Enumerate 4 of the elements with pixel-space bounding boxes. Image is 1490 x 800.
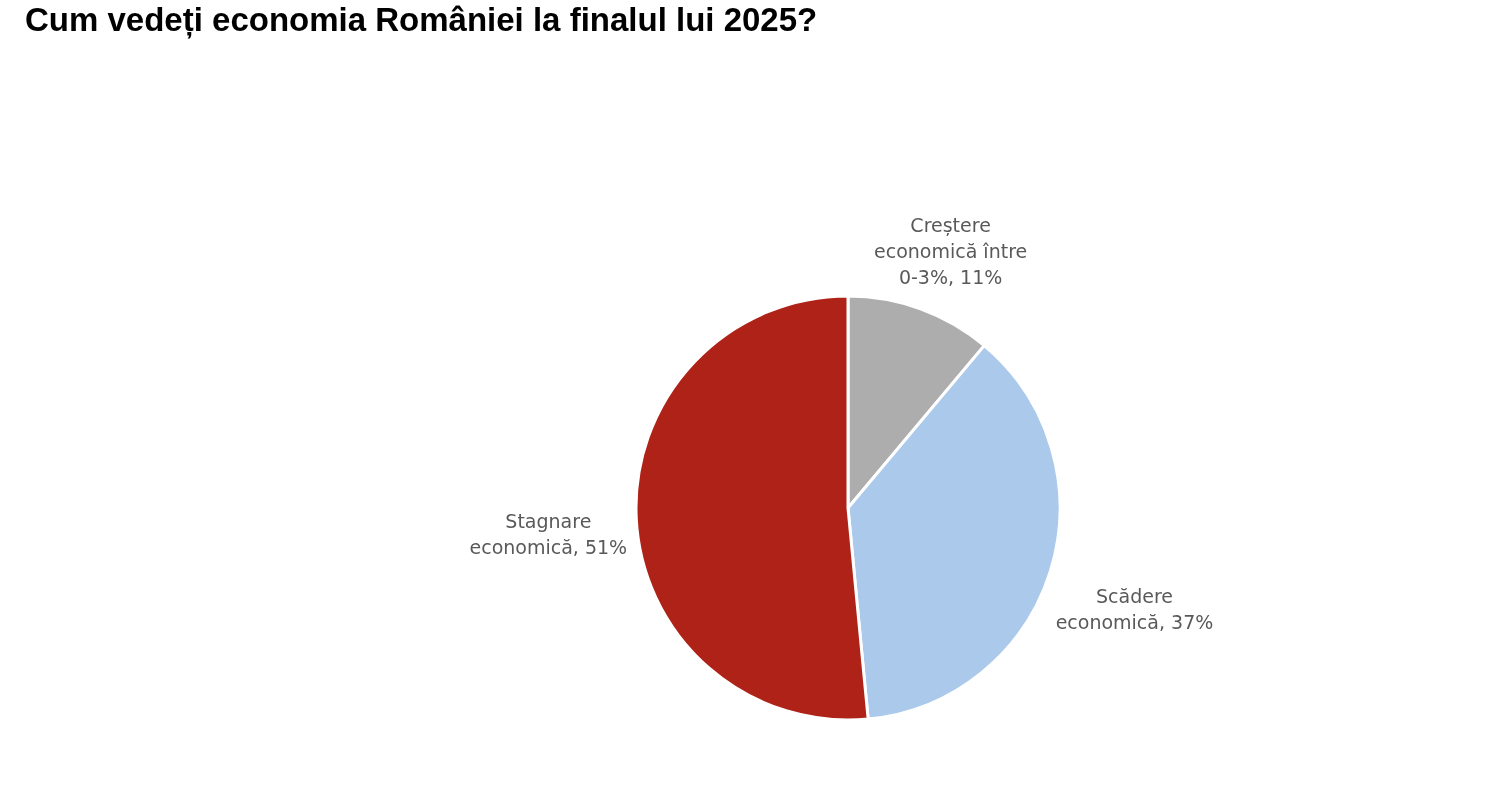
slice-label: Stagnare economică, 51% xyxy=(469,510,628,559)
slice-label: Scădere economică, 37% xyxy=(1055,585,1214,634)
chart-title: Cum vedeți economia României la finalul lui 2025? xyxy=(25,1,818,39)
slice-label: Creștere economică între 0-3%, 11% xyxy=(874,214,1028,289)
